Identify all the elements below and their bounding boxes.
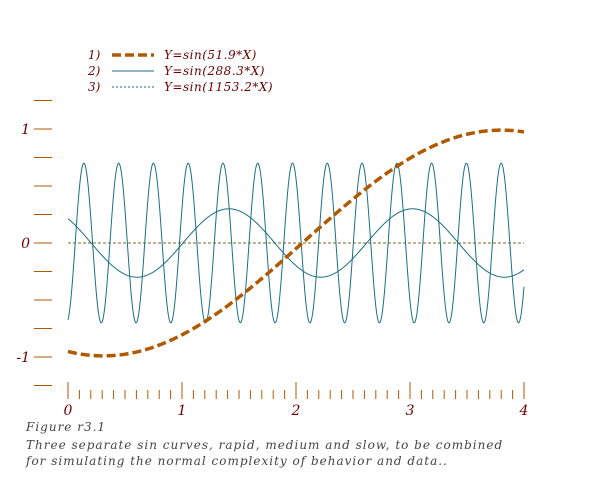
- series-slow-line: [67, 128, 525, 358]
- caption-line-1: Three separate sin curves, rapid, medium…: [26, 438, 504, 452]
- x-tick-label: 2: [291, 403, 301, 419]
- x-tick-label: 1: [178, 403, 187, 419]
- y-tick-label: 0: [21, 236, 30, 252]
- figure-label: Figure r3.1: [26, 420, 107, 434]
- y-tick-label: -1: [16, 350, 30, 366]
- x-tick-label: 3: [406, 403, 415, 419]
- legend-label: Y=sin(1153.2*X): [164, 80, 273, 94]
- x-tick-label: 4: [519, 403, 529, 419]
- legend-id: 3): [88, 80, 101, 94]
- legend-label: Y=sin(51.9*X): [164, 48, 257, 62]
- legend-label: Y=sin(288.3*X): [164, 64, 265, 78]
- legend-id: 1): [88, 48, 101, 62]
- series-rapid-line: [67, 162, 525, 324]
- series-medium-line: [67, 208, 525, 278]
- y-tick-label: 1: [21, 122, 30, 138]
- legend-id: 2): [87, 64, 101, 78]
- caption-line-2: for simulating the normal complexity of …: [26, 454, 448, 468]
- x-tick-label: 0: [64, 403, 73, 419]
